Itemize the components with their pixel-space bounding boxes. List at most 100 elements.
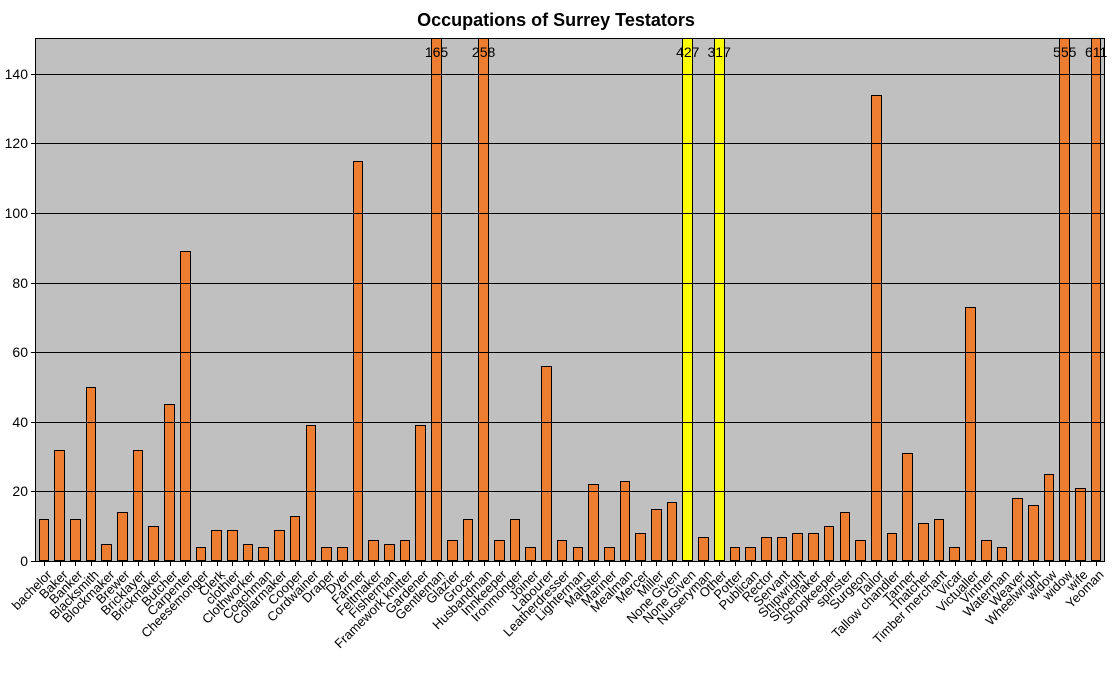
xtick-mark bbox=[154, 561, 155, 566]
xtick-mark bbox=[201, 561, 202, 566]
xtick-mark bbox=[594, 561, 595, 566]
xtick-mark bbox=[798, 561, 799, 566]
bar bbox=[227, 530, 238, 561]
ytick-label: 20 bbox=[12, 483, 28, 499]
bar bbox=[573, 547, 584, 561]
xtick-mark bbox=[1018, 561, 1019, 566]
bar bbox=[745, 547, 756, 561]
xtick-mark bbox=[232, 561, 233, 566]
bar bbox=[761, 537, 772, 561]
xtick-mark bbox=[44, 561, 45, 566]
bar bbox=[321, 547, 332, 561]
bar bbox=[981, 540, 992, 561]
bar bbox=[510, 519, 521, 561]
xtick-mark bbox=[484, 561, 485, 566]
bar bbox=[243, 544, 254, 561]
xtick-mark bbox=[845, 561, 846, 566]
gridline bbox=[36, 422, 1104, 423]
plot-area: 020406080100120140bachelorBakerBankerBla… bbox=[35, 38, 1105, 562]
xtick-mark bbox=[531, 561, 532, 566]
bar bbox=[997, 547, 1008, 561]
bar bbox=[274, 530, 285, 561]
xtick-mark bbox=[719, 561, 720, 566]
ytick-label: 140 bbox=[5, 66, 28, 82]
gridline bbox=[36, 143, 1104, 144]
bar bbox=[478, 39, 489, 561]
gridline bbox=[36, 213, 1104, 214]
xtick-mark bbox=[971, 561, 972, 566]
xtick-mark bbox=[766, 561, 767, 566]
bar bbox=[1044, 474, 1055, 561]
bar bbox=[1075, 488, 1086, 561]
ytick-label: 60 bbox=[12, 344, 28, 360]
xtick-mark bbox=[923, 561, 924, 566]
xtick-mark bbox=[876, 561, 877, 566]
xtick-mark bbox=[217, 561, 218, 566]
bar bbox=[494, 540, 505, 561]
ytick-mark bbox=[31, 561, 36, 562]
xtick-mark bbox=[374, 561, 375, 566]
bar bbox=[463, 519, 474, 561]
bar bbox=[824, 526, 835, 561]
ytick-mark bbox=[31, 283, 36, 284]
xtick-mark bbox=[546, 561, 547, 566]
xtick-mark bbox=[60, 561, 61, 566]
xtick-mark bbox=[656, 561, 657, 566]
bar bbox=[148, 526, 159, 561]
bar bbox=[384, 544, 395, 561]
gridline bbox=[36, 74, 1104, 75]
ytick-mark bbox=[31, 143, 36, 144]
bar bbox=[840, 512, 851, 561]
xtick-mark bbox=[735, 561, 736, 566]
bar bbox=[39, 519, 50, 561]
chart-container: Occupations of Surrey Testators 02040608… bbox=[0, 0, 1112, 682]
xtick-mark bbox=[955, 561, 956, 566]
bar bbox=[180, 251, 191, 561]
ytick-mark bbox=[31, 352, 36, 353]
xtick-mark bbox=[908, 561, 909, 566]
bar bbox=[1091, 39, 1102, 561]
bar bbox=[525, 547, 536, 561]
xtick-mark bbox=[892, 561, 893, 566]
bar bbox=[667, 502, 678, 561]
bar bbox=[1059, 39, 1070, 561]
bar bbox=[808, 533, 819, 561]
xtick-mark bbox=[170, 561, 171, 566]
xtick-mark bbox=[122, 561, 123, 566]
ytick-mark bbox=[31, 422, 36, 423]
xtick-mark bbox=[248, 561, 249, 566]
bar bbox=[777, 537, 788, 561]
bar-overflow-label: 555 bbox=[1053, 44, 1076, 60]
xtick-mark bbox=[562, 561, 563, 566]
xtick-mark bbox=[295, 561, 296, 566]
xtick-mark bbox=[641, 561, 642, 566]
xtick-mark bbox=[468, 561, 469, 566]
ytick-mark bbox=[31, 213, 36, 214]
bar bbox=[258, 547, 269, 561]
bar bbox=[70, 519, 81, 561]
bar bbox=[431, 39, 442, 561]
xtick-mark bbox=[688, 561, 689, 566]
bar bbox=[133, 450, 144, 561]
bar bbox=[604, 547, 615, 561]
ytick-label: 80 bbox=[12, 275, 28, 291]
bar bbox=[918, 523, 929, 561]
xtick-mark bbox=[327, 561, 328, 566]
xtick-mark bbox=[751, 561, 752, 566]
xtick-mark bbox=[358, 561, 359, 566]
xtick-mark bbox=[389, 561, 390, 566]
xtick-mark bbox=[609, 561, 610, 566]
bar-overflow-label: 427 bbox=[676, 44, 699, 60]
bar bbox=[353, 161, 364, 561]
bar bbox=[934, 519, 945, 561]
bar bbox=[714, 39, 725, 561]
bar bbox=[620, 481, 631, 561]
xtick-mark bbox=[185, 561, 186, 566]
bar bbox=[86, 387, 97, 561]
bar bbox=[949, 547, 960, 561]
xtick-mark bbox=[986, 561, 987, 566]
bar bbox=[1028, 505, 1039, 561]
bar bbox=[651, 509, 662, 561]
bar bbox=[541, 366, 552, 561]
bar bbox=[415, 425, 426, 561]
